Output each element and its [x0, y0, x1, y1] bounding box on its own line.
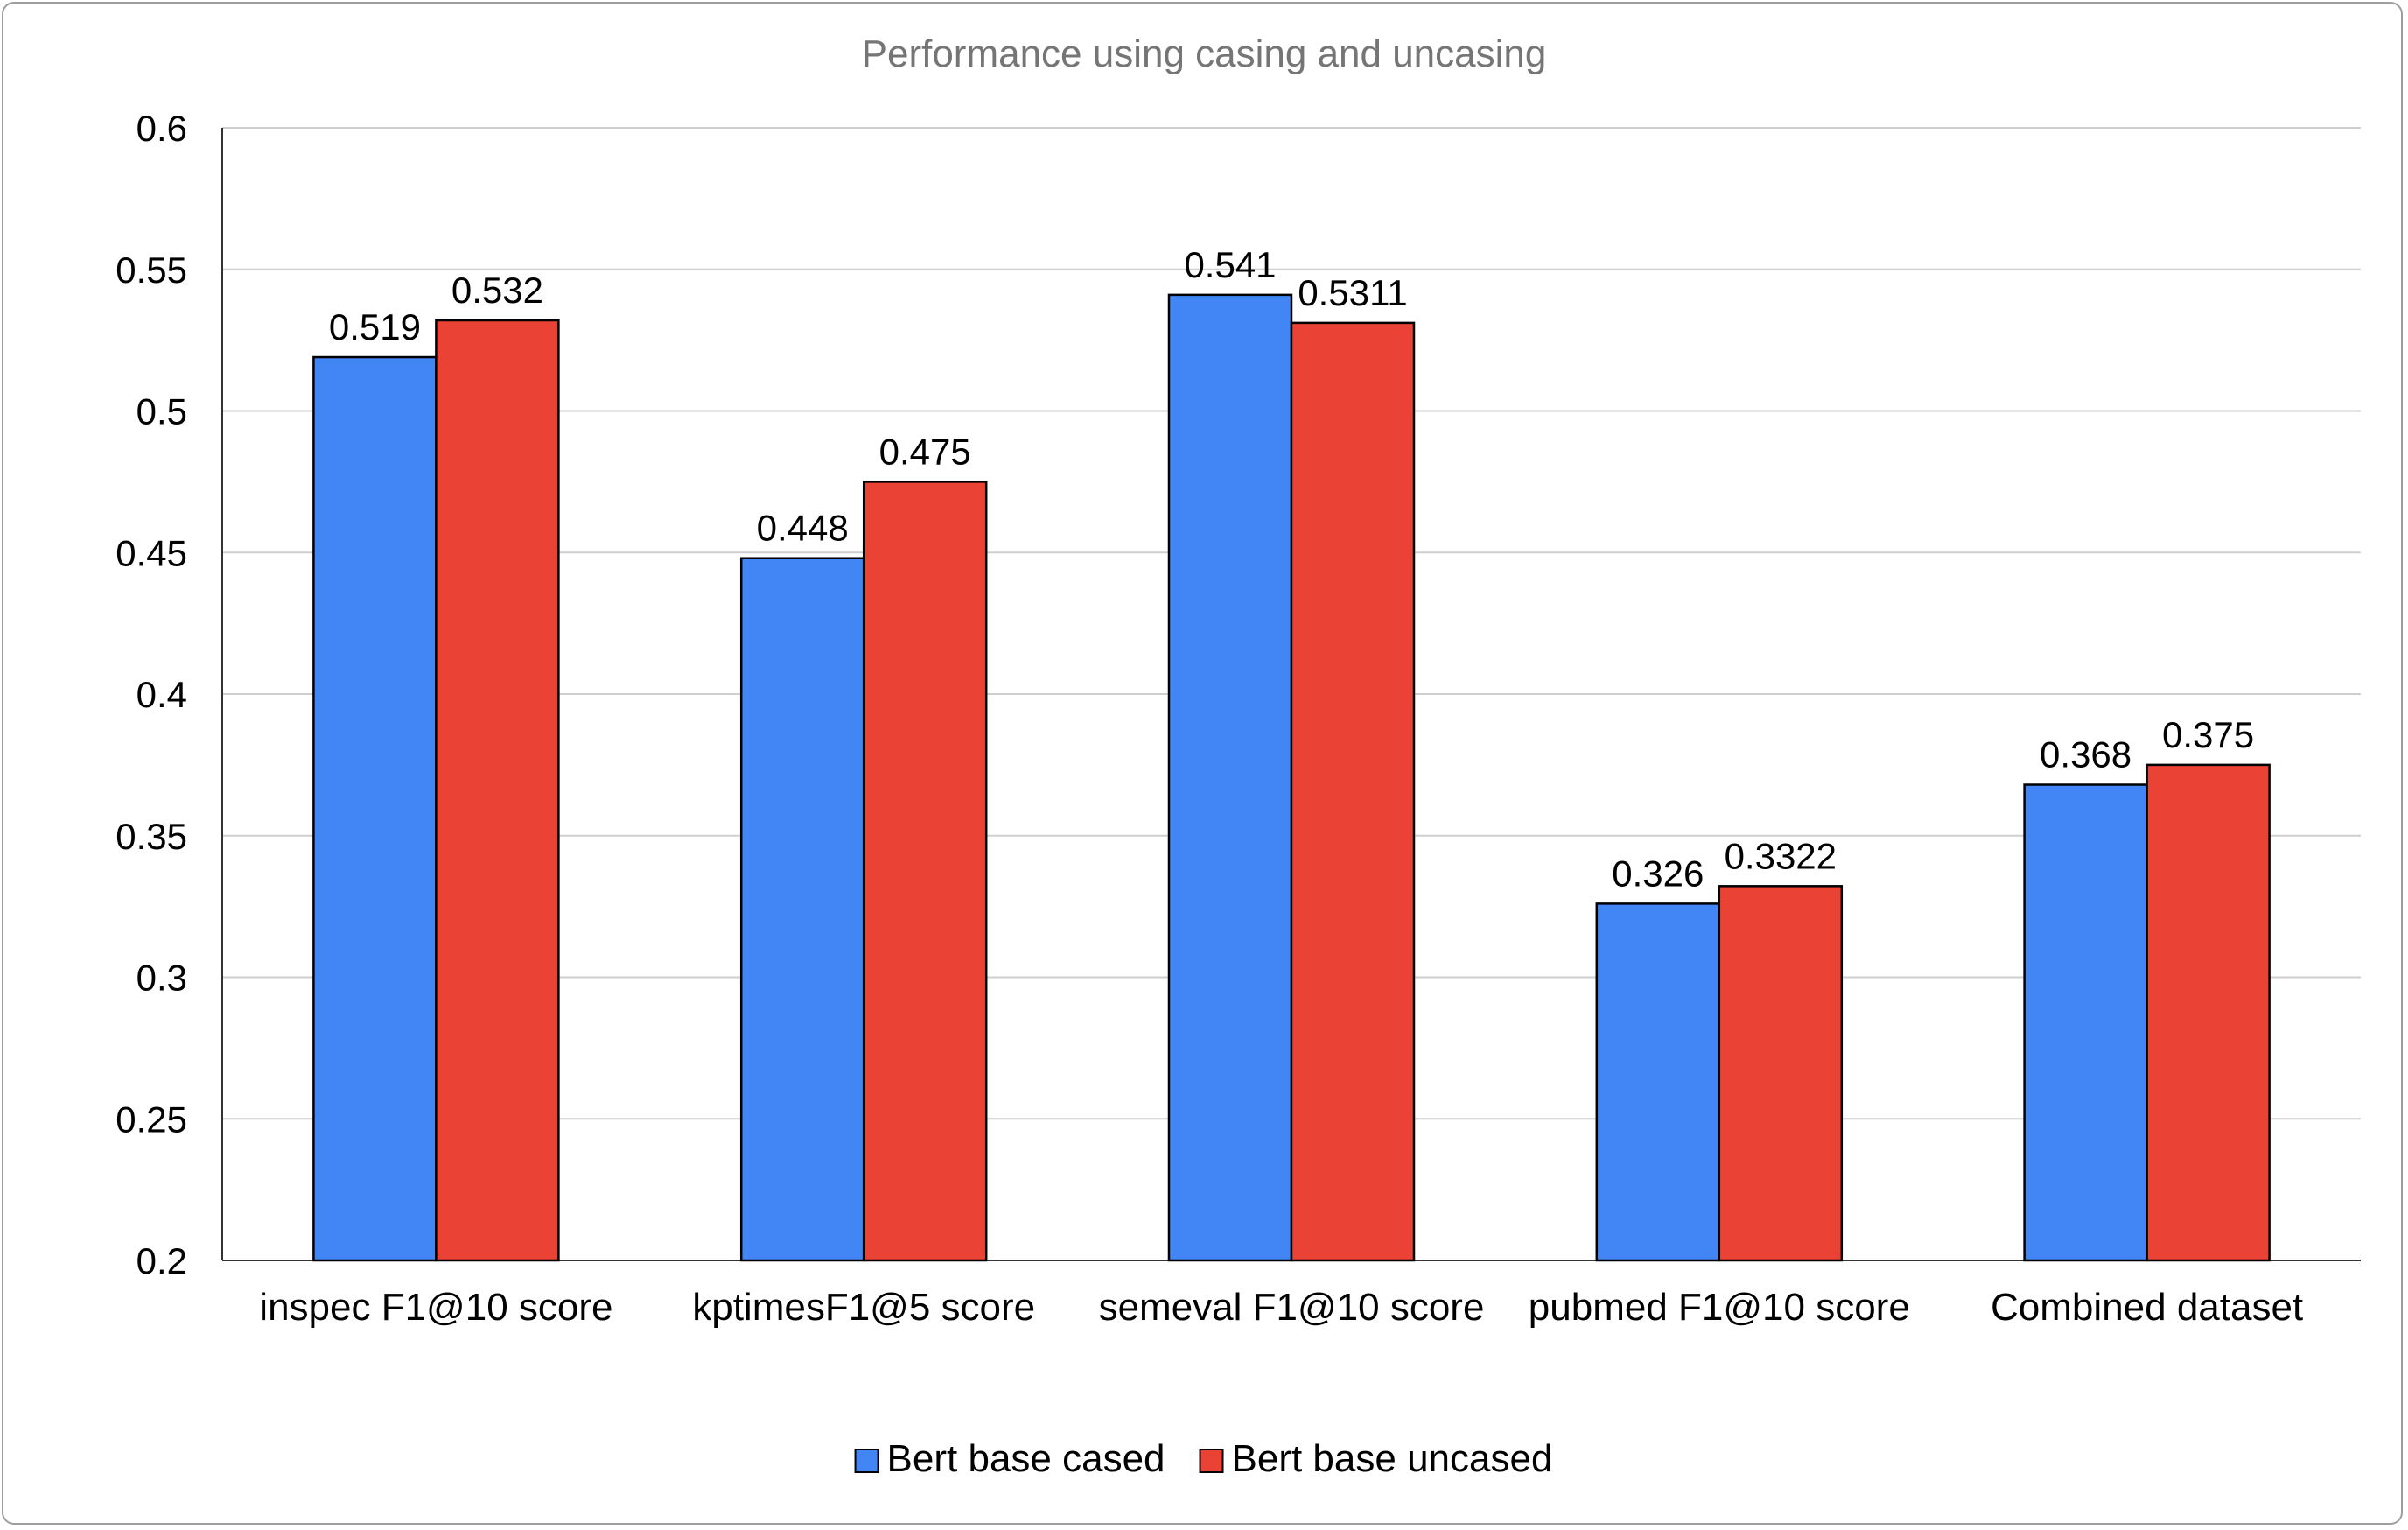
legend-label: Bert base cased	[887, 1437, 1166, 1480]
bar-cased	[1167, 293, 1293, 1262]
data-label: 0.5311	[1298, 272, 1407, 313]
bar-cased	[2023, 783, 2148, 1262]
legend-swatch	[1199, 1449, 1224, 1473]
bar-uncased	[1718, 885, 1844, 1262]
legend-label: Bert base uncased	[1232, 1437, 1553, 1480]
bar-cased	[1595, 902, 1721, 1262]
bars-layer	[312, 293, 2271, 1262]
bar-uncased	[862, 481, 988, 1262]
legend: Bert base cased Bert base uncased	[854, 1437, 1553, 1480]
data-label: 0.541	[1184, 244, 1276, 285]
y-tick-label: 0.55	[116, 249, 187, 291]
y-tick-label: 0.6	[136, 108, 187, 149]
x-tick-label: pubmed F1@10 score	[1529, 1286, 1910, 1329]
data-label: 0.475	[879, 431, 971, 472]
data-label: 0.368	[2040, 734, 2132, 776]
bar-uncased	[2146, 763, 2271, 1262]
chart-title: Performance using casing and uncasing	[862, 32, 1547, 75]
x-tick-label: kptimesF1@5 score	[692, 1286, 1035, 1329]
x-tick-label: semeval F1@10 score	[1099, 1286, 1485, 1329]
bar-cased	[312, 355, 438, 1262]
data-label: 0.448	[757, 508, 849, 549]
y-tick-label: 0.3	[136, 958, 187, 999]
y-tick-label: 0.45	[116, 532, 187, 573]
y-tick-label: 0.2	[136, 1240, 187, 1281]
bar-uncased	[435, 319, 560, 1262]
x-tick-label: Combined dataset	[1991, 1286, 2303, 1329]
bar-uncased	[1290, 321, 1416, 1262]
data-label: 0.326	[1612, 853, 1704, 894]
bar-cased	[739, 557, 865, 1262]
legend-swatch	[854, 1449, 879, 1473]
y-tick-label: 0.5	[136, 391, 187, 432]
y-tick-label: 0.4	[136, 674, 187, 715]
x-tick-label: inspec F1@10 score	[259, 1286, 612, 1329]
y-tick-label: 0.25	[116, 1098, 187, 1140]
data-label: 0.375	[2162, 714, 2254, 755]
data-labels-layer: 0.519 0.532 inspec F1@10 score 0.448 0.475 kp…	[259, 244, 2303, 1329]
y-tick-label: 0.35	[116, 816, 187, 857]
data-label: 0.532	[452, 270, 543, 311]
data-label: 0.3322	[1725, 835, 1837, 876]
data-label: 0.519	[329, 306, 421, 347]
